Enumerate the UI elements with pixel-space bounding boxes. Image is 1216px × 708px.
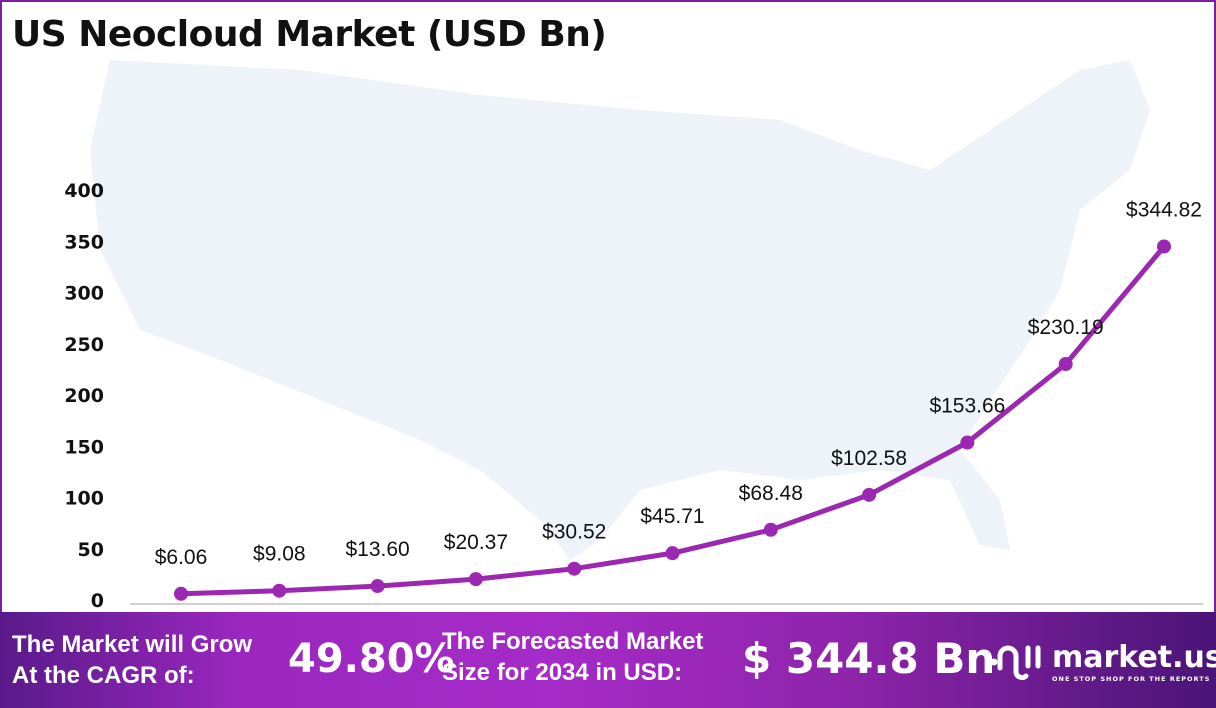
market-us-logo-icon <box>990 645 1041 681</box>
data-point <box>960 435 975 450</box>
y-tick-label: 200 <box>64 385 104 407</box>
y-tick-label: 100 <box>64 488 104 510</box>
data-point <box>174 586 188 601</box>
cagr-label: The Market will Grow At the CAGR of: <box>12 629 252 691</box>
logo-name: market.us <box>1052 640 1216 675</box>
data-point <box>665 546 680 561</box>
us-map-background <box>90 60 1150 560</box>
data-point <box>468 572 483 587</box>
data-point <box>763 522 778 537</box>
data-point <box>1157 239 1171 254</box>
y-tick-label: 400 <box>64 180 104 202</box>
y-tick-label: 350 <box>64 231 104 253</box>
data-point <box>1058 357 1073 372</box>
data-label: $13.60 <box>345 538 409 561</box>
forecast-label-line2: Size for 2034 in USD: <box>442 659 683 686</box>
data-point <box>370 579 385 594</box>
data-label: $344.82 <box>1126 199 1202 222</box>
data-label: $45.71 <box>640 505 704 528</box>
y-tick-label: 0 <box>91 590 104 612</box>
cagr-value: 49.80% <box>288 636 455 682</box>
data-label: $6.06 <box>155 546 208 569</box>
logo-tagline: ONE STOP SHOP FOR THE REPORTS <box>1052 675 1211 683</box>
cagr-label-line1: The Market will Grow <box>12 631 253 658</box>
data-label: $153.66 <box>929 394 1005 417</box>
data-point <box>567 561 582 576</box>
data-point <box>272 583 287 598</box>
y-tick-label: 150 <box>64 436 104 458</box>
data-label: $102.58 <box>831 447 907 470</box>
cagr-label-line2: At the CAGR of: <box>12 662 195 689</box>
forecast-value: $ 344.8 Bn <box>742 634 996 683</box>
summary-banner: The Market will Grow At the CAGR of: 49.… <box>0 612 1216 708</box>
data-label: $230.19 <box>1028 316 1104 339</box>
chart-title: US Neocloud Market (USD Bn) <box>12 14 607 55</box>
line-chart: 0 50 100 150 200 250 300 350 400 $6.06 $9.08 $13.6… <box>64 60 1203 612</box>
data-label: $20.37 <box>444 531 508 554</box>
forecast-label-line1: The Forecasted Market <box>442 628 704 655</box>
forecast-label: The Forecasted Market Size for 2034 in U… <box>442 626 703 688</box>
y-tick-label: 250 <box>64 334 104 356</box>
data-label: $9.08 <box>253 543 306 566</box>
data-label: $68.48 <box>739 482 803 505</box>
y-tick-label: 50 <box>78 539 104 561</box>
data-label: $30.52 <box>542 521 606 544</box>
y-tick-label: 300 <box>64 283 104 305</box>
data-point <box>862 487 877 502</box>
